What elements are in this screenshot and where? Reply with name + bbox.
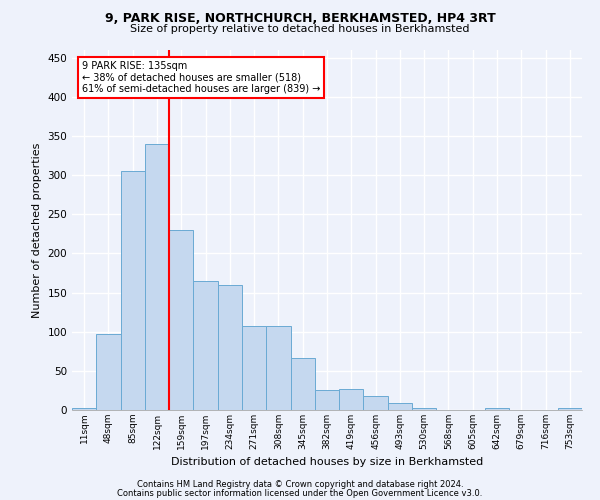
Bar xyxy=(72,408,96,410)
Text: 9, PARK RISE, NORTHCHURCH, BERKHAMSTED, HP4 3RT: 9, PARK RISE, NORTHCHURCH, BERKHAMSTED, … xyxy=(104,12,496,26)
Bar xyxy=(242,326,266,410)
Bar xyxy=(121,172,145,410)
Bar xyxy=(388,403,412,410)
Text: Contains HM Land Registry data © Crown copyright and database right 2024.: Contains HM Land Registry data © Crown c… xyxy=(137,480,463,489)
Text: Size of property relative to detached houses in Berkhamsted: Size of property relative to detached ho… xyxy=(130,24,470,34)
Bar xyxy=(145,144,169,410)
Bar xyxy=(412,408,436,410)
Bar xyxy=(218,285,242,410)
X-axis label: Distribution of detached houses by size in Berkhamsted: Distribution of detached houses by size … xyxy=(171,458,483,468)
Bar xyxy=(266,326,290,410)
Bar xyxy=(315,390,339,410)
Bar xyxy=(364,396,388,410)
Bar xyxy=(558,408,582,410)
Bar xyxy=(290,358,315,410)
Y-axis label: Number of detached properties: Number of detached properties xyxy=(32,142,42,318)
Text: Contains public sector information licensed under the Open Government Licence v3: Contains public sector information licen… xyxy=(118,488,482,498)
Bar xyxy=(169,230,193,410)
Text: 9 PARK RISE: 135sqm
← 38% of detached houses are smaller (518)
61% of semi-detac: 9 PARK RISE: 135sqm ← 38% of detached ho… xyxy=(82,61,320,94)
Bar xyxy=(485,408,509,410)
Bar xyxy=(96,334,121,410)
Bar xyxy=(339,389,364,410)
Bar xyxy=(193,281,218,410)
